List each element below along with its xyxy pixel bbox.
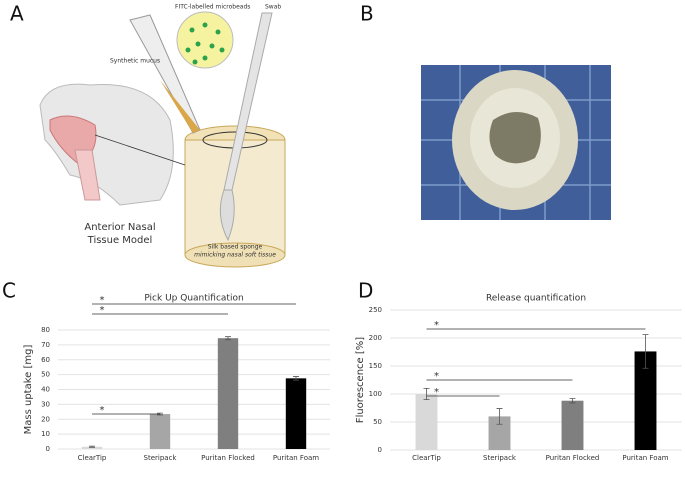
- error-bar: [423, 388, 430, 400]
- panel-label: A: [10, 2, 24, 26]
- error-bar: [293, 376, 299, 381]
- panel-label: C: [2, 279, 16, 303]
- y-tick-label: 80: [41, 326, 50, 334]
- bar: [149, 414, 171, 449]
- significance-label: *: [434, 320, 439, 331]
- error-bar: [89, 445, 95, 448]
- error-bar: [225, 336, 231, 341]
- x-tick-label: ClearTip: [412, 454, 441, 462]
- y-tick-label: 30: [41, 400, 50, 408]
- y-tick-label: 50: [373, 418, 382, 426]
- bar: [561, 400, 584, 450]
- significance-label: *: [434, 387, 439, 398]
- y-axis-label: Mass uptake [mg]: [23, 345, 34, 435]
- y-axis-label: Fluorescence [%]: [355, 337, 366, 423]
- bar: [217, 338, 239, 449]
- bar: [488, 416, 511, 450]
- chart-title: Pick Up Quantification: [144, 294, 243, 304]
- y-tick-label: 40: [41, 386, 50, 394]
- panel-label: D: [358, 279, 373, 303]
- chart-title: Release quantification: [486, 294, 586, 304]
- panel-label: B: [360, 2, 374, 26]
- label: Tissue Model: [87, 235, 153, 246]
- error-bar: [496, 408, 503, 425]
- x-tick-label: Puritan Flocked: [546, 454, 600, 462]
- bar: [285, 378, 307, 449]
- label: Synthetic mucus: [110, 58, 160, 65]
- bar: [415, 394, 438, 450]
- significance-label: *: [100, 405, 105, 416]
- x-tick-label: Steripack: [144, 454, 178, 462]
- y-tick-label: 10: [41, 430, 50, 438]
- x-tick-label: Puritan Foam: [622, 454, 668, 462]
- y-tick-label: 20: [41, 415, 50, 423]
- y-tick-label: 70: [41, 341, 50, 349]
- x-tick-label: ClearTip: [78, 454, 107, 462]
- label: mimicking nasal soft tissue: [194, 252, 276, 259]
- error-bar: [642, 334, 649, 369]
- label: Silk based sponge: [208, 244, 263, 251]
- illustration-a: [39, 11, 286, 268]
- y-tick-label: 60: [41, 356, 50, 364]
- y-tick-label: 0: [46, 445, 50, 453]
- label: FITC-labelled microbeads: [175, 4, 250, 11]
- y-tick-label: 150: [369, 362, 382, 370]
- x-tick-label: Puritan Foam: [273, 454, 319, 462]
- y-tick-label: 0: [378, 446, 382, 454]
- y-tick-label: 200: [369, 334, 382, 342]
- x-tick-label: Puritan Flocked: [201, 454, 255, 462]
- label: Anterior Nasal: [84, 222, 155, 233]
- significance-label: *: [100, 295, 105, 306]
- y-tick-label: 100: [369, 390, 382, 398]
- significance-label: *: [434, 371, 439, 382]
- bar: [634, 351, 657, 450]
- y-tick-label: 250: [369, 306, 382, 314]
- label: Swab: [265, 4, 281, 11]
- x-tick-label: Steripack: [483, 454, 517, 462]
- bar: [81, 446, 103, 449]
- photo: [421, 65, 611, 220]
- significance-label: *: [100, 305, 105, 316]
- error-bar: [569, 398, 576, 404]
- y-tick-label: 50: [41, 371, 50, 379]
